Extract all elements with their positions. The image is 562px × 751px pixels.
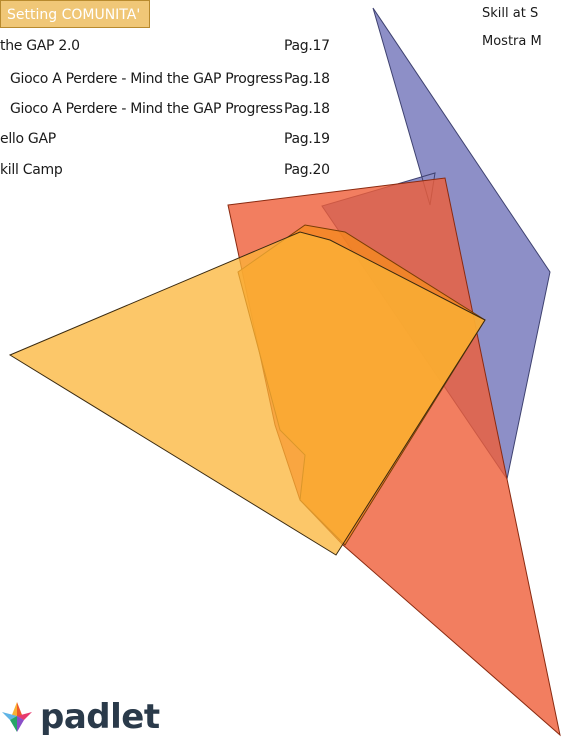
toc-title: kill Camp bbox=[0, 162, 63, 178]
toc-title: ello GAP bbox=[0, 131, 56, 147]
side-note: Mostra M bbox=[482, 34, 542, 49]
toc-title: Gioco A Perdere - Mind the GAP Progress bbox=[10, 101, 283, 117]
section-tab: Setting COMUNITA' bbox=[0, 0, 150, 28]
toc-title: the GAP 2.0 bbox=[0, 38, 80, 54]
padlet-logo[interactable]: padlet bbox=[0, 697, 160, 737]
toc-page: Pag.18 bbox=[284, 101, 330, 117]
toc-page: Pag.18 bbox=[284, 71, 330, 87]
padlet-logo-icon bbox=[2, 702, 32, 732]
toc-page: Pag.17 bbox=[284, 38, 330, 54]
toc-page: Pag.19 bbox=[284, 131, 330, 147]
toc-page: Pag.20 bbox=[284, 162, 330, 178]
yellow-triangle-shape bbox=[8, 231, 486, 556]
side-note: Skill at S bbox=[482, 6, 539, 21]
padlet-logo-text: padlet bbox=[40, 697, 160, 737]
toc-title: Gioco A Perdere - Mind the GAP Progress bbox=[10, 71, 283, 87]
